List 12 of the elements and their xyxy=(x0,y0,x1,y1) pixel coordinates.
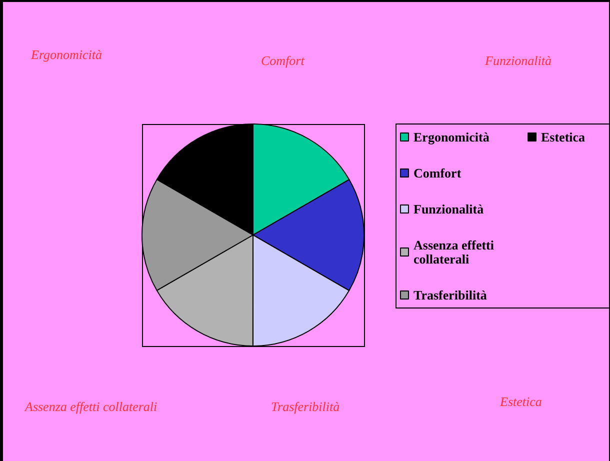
text: Trasferibilità xyxy=(271,399,340,415)
legend-label: Comfort xyxy=(414,166,462,180)
legend-label: Assenza effetti collaterali xyxy=(414,238,498,266)
text: Assenza effetti collaterali xyxy=(25,399,158,415)
text: Ergonomicità xyxy=(31,47,102,63)
legend-label: Trasferibilità xyxy=(414,288,488,302)
legend-label: Ergonomicità xyxy=(414,130,490,144)
text: Estetica xyxy=(500,394,542,410)
legend-label: Funzionalità xyxy=(414,202,484,216)
legend-label: Estetica xyxy=(541,130,586,144)
text: Funzionalità xyxy=(485,53,552,69)
text: Comfort xyxy=(261,53,304,69)
